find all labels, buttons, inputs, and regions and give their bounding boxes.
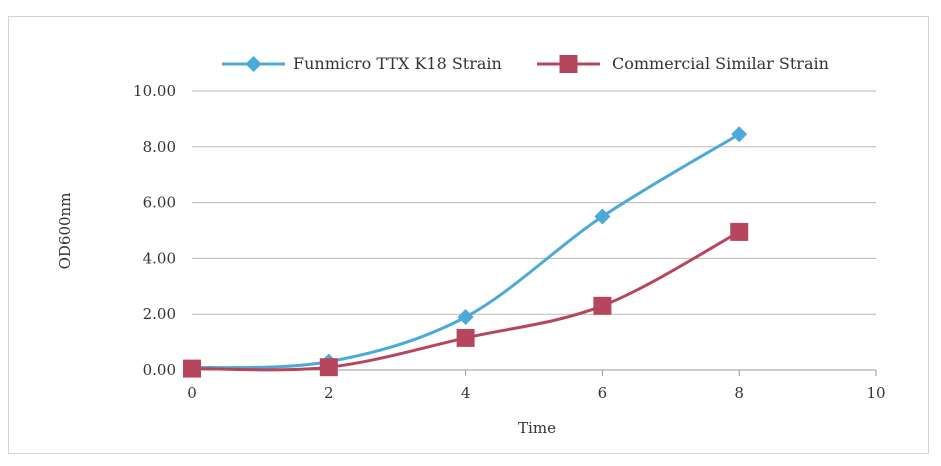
data-point-series-2 — [593, 296, 612, 315]
legend-marker-2 — [559, 55, 578, 73]
data-point-series-1 — [457, 308, 474, 325]
x-tick-label: 8 — [734, 384, 744, 402]
data-point-series-1 — [731, 126, 748, 143]
x-tick-label: 10 — [866, 384, 885, 402]
y-tick-labels: 0.00 2.00 4.00 6.00 8.00 10.00 — [133, 82, 176, 379]
data-point-series-2 — [319, 358, 338, 377]
y-tick-label: 10.00 — [133, 82, 176, 100]
x-tick-label: 2 — [324, 384, 334, 402]
x-tick-label: 0 — [187, 384, 197, 402]
data-point-series-2 — [456, 328, 475, 347]
x-tick-labels: 0 2 4 6 8 10 — [187, 384, 885, 402]
legend-label-1: Funmicro TTX K18 Strain — [293, 54, 502, 73]
data-point-series-1 — [594, 208, 611, 225]
y-tick-label: 2.00 — [143, 305, 176, 323]
series-line-2 — [191, 230, 740, 372]
x-tick-label: 4 — [461, 384, 471, 402]
y-tick-label: 6.00 — [143, 194, 176, 212]
x-axis-label: Time — [518, 419, 556, 437]
y-axis-label: OD600nm — [56, 193, 74, 270]
legend-label-2: Commercial Similar Strain — [612, 54, 829, 73]
data-point-series-2 — [730, 222, 749, 241]
y-tick-label: 4.00 — [143, 249, 176, 267]
legend: Funmicro TTX K18 Strain Commercial Simila… — [222, 54, 829, 73]
data-point-series-2 — [183, 359, 201, 378]
gridlines — [192, 90, 876, 315]
chart-frame — [8, 16, 929, 454]
y-tick-label: 0.00 — [143, 361, 176, 379]
series-markers — [183, 126, 749, 378]
legend-marker-1 — [245, 56, 262, 72]
y-tick-label: 8.00 — [143, 138, 176, 156]
x-tick-label: 6 — [598, 384, 608, 402]
axes — [191, 369, 877, 376]
